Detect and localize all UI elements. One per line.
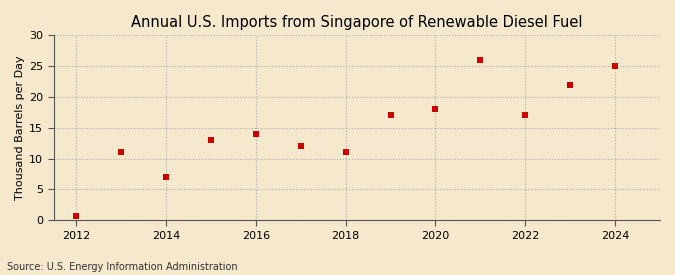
Point bbox=[115, 150, 126, 155]
Point bbox=[205, 138, 216, 142]
Point bbox=[520, 113, 531, 118]
Point bbox=[565, 82, 576, 87]
Point bbox=[340, 150, 351, 155]
Y-axis label: Thousand Barrels per Day: Thousand Barrels per Day bbox=[15, 56, 25, 200]
Point bbox=[161, 175, 171, 179]
Point bbox=[475, 58, 486, 62]
Point bbox=[430, 107, 441, 112]
Point bbox=[250, 132, 261, 136]
Point bbox=[296, 144, 306, 148]
Text: Source: U.S. Energy Information Administration: Source: U.S. Energy Information Administ… bbox=[7, 262, 238, 272]
Point bbox=[385, 113, 396, 118]
Title: Annual U.S. Imports from Singapore of Renewable Diesel Fuel: Annual U.S. Imports from Singapore of Re… bbox=[131, 15, 583, 30]
Point bbox=[71, 214, 82, 218]
Point bbox=[610, 64, 620, 68]
